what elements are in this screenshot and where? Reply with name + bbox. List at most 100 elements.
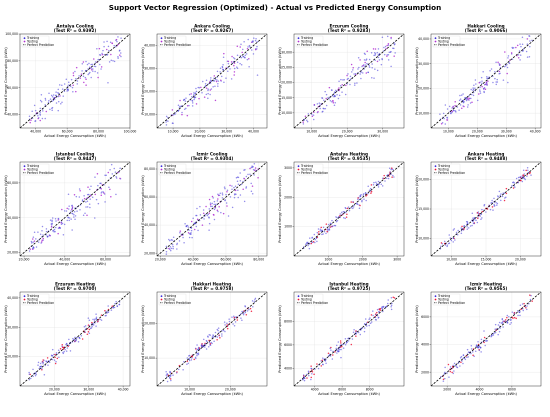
training-point [496, 81, 499, 83]
training-point [338, 348, 341, 351]
training-point [41, 117, 44, 120]
training-point [444, 366, 446, 369]
training-point [88, 319, 91, 322]
y-tick-label: 20,000 [144, 321, 155, 325]
perfect-prediction-line [19, 161, 131, 257]
testing-point [86, 333, 89, 335]
training-point [350, 206, 353, 209]
training-point [108, 61, 111, 63]
training-point [521, 175, 524, 177]
training-point [348, 209, 351, 212]
training-point [28, 371, 30, 374]
training-point [479, 81, 481, 83]
training-point [212, 336, 214, 339]
training-point [450, 112, 452, 115]
training-point [169, 375, 172, 377]
training-point [353, 328, 355, 331]
y-tick-label: 15,000 [418, 207, 429, 211]
testing-point [526, 38, 529, 40]
training-point [365, 322, 368, 324]
training-point [99, 182, 101, 185]
scatter-points [302, 167, 395, 250]
training-point [237, 183, 240, 186]
training-point [449, 366, 452, 368]
testing-point [101, 53, 104, 56]
perfect-prediction-line [156, 161, 268, 257]
plot-frame [156, 291, 268, 387]
training-point [470, 97, 472, 100]
training-point [526, 175, 528, 177]
training-point [376, 69, 379, 72]
training-point [501, 321, 504, 323]
testing-point [72, 84, 74, 87]
training-point [194, 92, 197, 94]
training-point [40, 242, 42, 244]
training-point [346, 82, 349, 85]
training-point [51, 219, 53, 221]
x-tick-label: 30,000 [377, 130, 388, 134]
training-point [518, 50, 521, 52]
training-point [467, 356, 470, 358]
training-point [319, 228, 322, 231]
testing-point [223, 52, 225, 55]
testing-point [226, 327, 229, 330]
training-point [376, 308, 379, 311]
perfect-prediction-line [156, 291, 268, 387]
training-point [38, 117, 40, 119]
testing-point [30, 119, 32, 121]
testing-point [472, 348, 475, 350]
training-point [450, 239, 453, 242]
training-point [89, 71, 91, 74]
training-point [179, 232, 181, 234]
training-point [494, 331, 497, 334]
training-point [209, 79, 212, 81]
training-point [357, 331, 360, 334]
training-point [498, 321, 501, 324]
testing-point [530, 27, 532, 29]
training-point [365, 199, 367, 202]
plot-frame [19, 291, 131, 387]
training-point [208, 345, 210, 348]
training-point [474, 79, 477, 81]
training-point [52, 94, 55, 96]
training-point [382, 306, 385, 308]
training-point [99, 63, 101, 66]
training-point [448, 234, 450, 236]
training-point [178, 240, 181, 242]
x-axis-label: Actual Energy Consumption (kWh) [181, 262, 243, 266]
training-point [76, 83, 79, 85]
training-point [442, 380, 445, 382]
legend-label-training: Training [300, 36, 313, 40]
training-point [526, 34, 528, 35]
training-point [498, 190, 501, 193]
training-point [111, 173, 114, 175]
training-point [217, 210, 219, 213]
y-tick-label: 10,000 [144, 356, 155, 360]
training-point [330, 89, 333, 91]
training-point [519, 59, 521, 61]
training-point [210, 77, 212, 79]
panel-title: Ankara Cooling [194, 24, 230, 29]
testing-point [75, 66, 78, 69]
training-point [454, 239, 456, 241]
testing-point [334, 351, 336, 353]
training-point [88, 203, 91, 205]
training-point [113, 60, 116, 63]
training-point [93, 320, 96, 322]
training-point [57, 109, 59, 112]
training-point [208, 208, 211, 210]
testing-point [446, 119, 449, 121]
testing-point [245, 314, 248, 316]
training-point [325, 362, 327, 365]
testing-point [370, 192, 372, 194]
training-point [472, 351, 474, 353]
training-point [191, 357, 193, 359]
training-point [60, 221, 63, 223]
legend-marker-testing [160, 298, 163, 301]
training-point [517, 314, 519, 317]
testing-point [179, 230, 182, 232]
training-point [31, 247, 34, 250]
training-point [240, 63, 243, 66]
